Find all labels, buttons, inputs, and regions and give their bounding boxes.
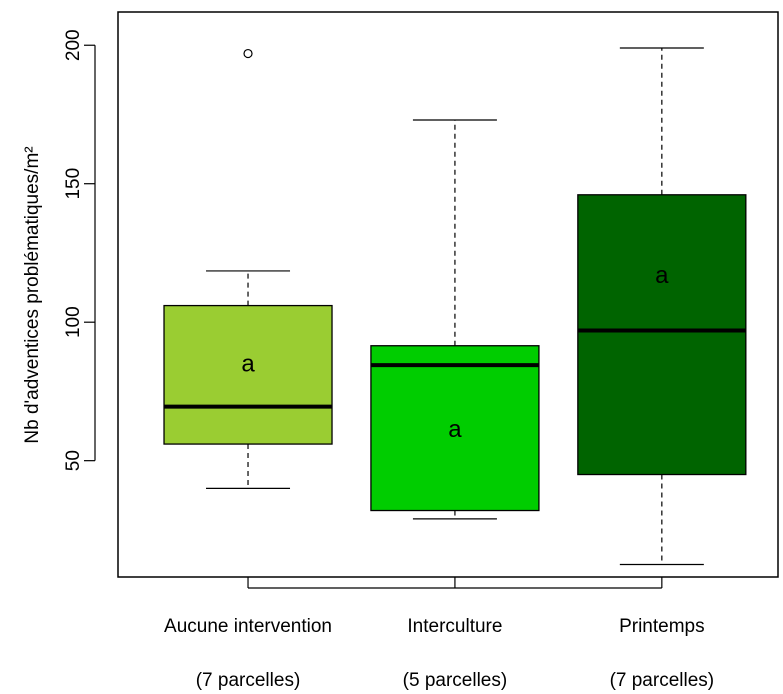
significance-letter: a (448, 416, 462, 443)
x-category-label: Printemps (619, 616, 705, 637)
box-group: a (163, 48, 333, 489)
outlier-point (243, 48, 253, 59)
iqr-box (370, 345, 540, 512)
iqr-box (163, 304, 333, 445)
iqr-box (577, 194, 747, 476)
y-tick-label: 50 (63, 450, 84, 471)
x-axis: Aucune intervention (7 parcelles) Intercul… (164, 577, 714, 691)
y-tick-label: 100 (63, 306, 84, 338)
box-group: a (370, 119, 540, 520)
x-category-label: Aucune intervention (164, 616, 332, 637)
x-sample-size-label: (7 parcelles) (196, 670, 301, 691)
y-tick-label: 150 (63, 168, 84, 200)
y-axis-label: Nb d'adventices problématiques/m² (22, 146, 43, 443)
y-tick-label: 200 (63, 29, 84, 61)
box-group: a (577, 47, 747, 566)
y-axis: 50 100 150 200 (63, 29, 96, 471)
x-category-label: Interculture (407, 616, 502, 637)
boxes: a a a (163, 47, 747, 566)
plot-frame (117, 11, 779, 578)
x-sample-size-label: (7 parcelles) (610, 670, 715, 691)
significance-letter: a (241, 351, 255, 378)
significance-letter: a (655, 262, 669, 289)
x-sample-size-label: (5 parcelles) (403, 670, 508, 691)
